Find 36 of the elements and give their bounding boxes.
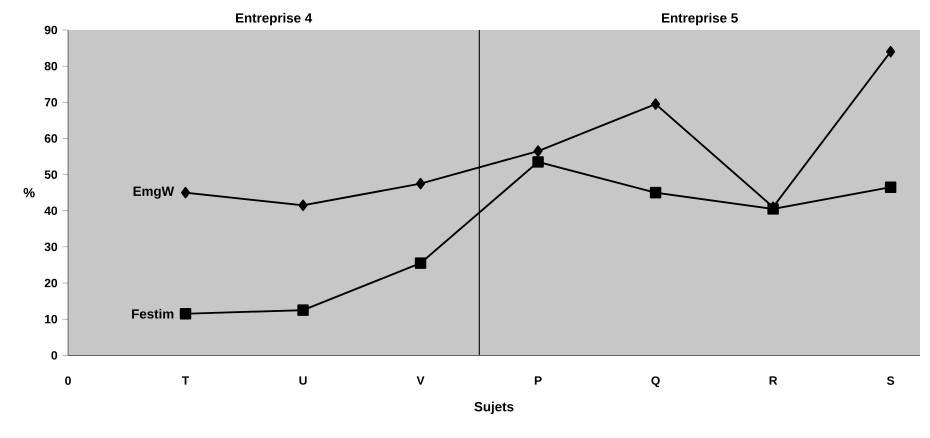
x-tick-label: R [770,376,778,385]
point [532,156,544,168]
point [886,46,896,58]
y-tick-label: 50 [44,170,58,179]
y-tick-label: 60 [44,134,58,143]
y-tick-label: 0 [51,351,58,360]
point [414,257,426,269]
y-tick-label: 80 [44,62,58,70]
x-tick-label: Q [651,376,660,388]
text: Entreprise 4 [236,12,312,26]
series-label: Festim [132,308,174,319]
x-tick-label: T [182,376,190,385]
y-tick-label: 20 [44,278,58,288]
x-tick-label: 0 [65,376,71,385]
point [298,200,308,212]
x-tick-label: S [886,376,894,385]
y-axis-title: % [24,188,35,198]
y-tick-label: 90 [44,26,58,34]
point [416,178,426,190]
series-label: EmgW [134,186,174,199]
y-tick-label: 40 [44,206,58,215]
x-tick-label: U [299,376,307,385]
point [297,304,309,316]
point [180,308,192,320]
text: Entreprise 5 [662,12,738,26]
y-tick-label: 10 [45,314,58,324]
point [534,145,543,157]
x-tick-label: P [534,376,542,385]
x-tick-label: V [416,376,424,385]
point [884,182,896,193]
point [651,98,660,110]
y-tick-label: 70 [44,98,58,107]
point [180,186,190,198]
y-tick-label: 30 [44,242,58,252]
x-axis-title: Sujets [474,402,514,414]
point [650,186,662,198]
